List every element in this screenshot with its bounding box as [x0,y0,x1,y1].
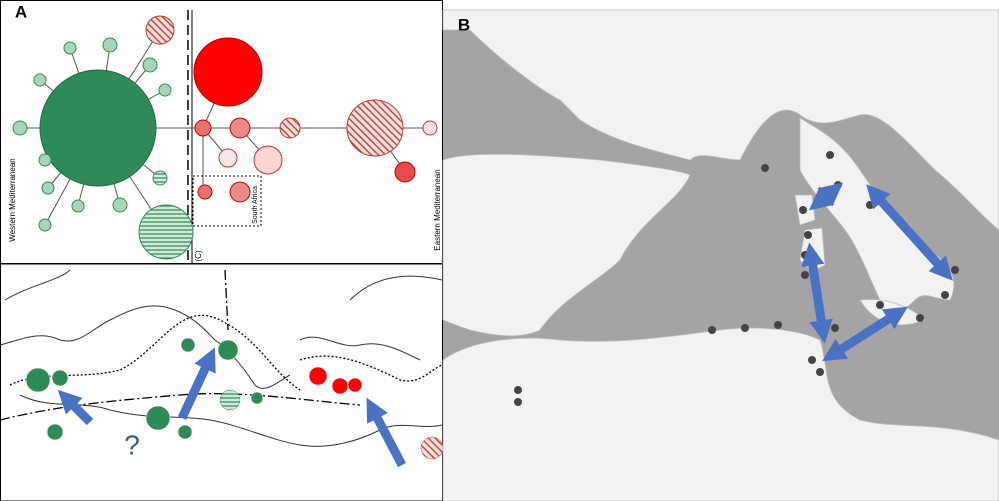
c-label: (C) [194,250,203,261]
west-label: Western Mediterranean [8,158,17,241]
panel-label: A [15,2,27,21]
panel-label: B [458,15,470,34]
unknown-marker: ? [124,429,140,460]
figure: A Western Mediterranean Eastern Mediterr… [0,0,999,501]
east-label: Eastern Mediterranean [433,169,442,250]
map-b: B [443,10,999,501]
distribution-map: ? [0,264,443,501]
network-panel: A Western Mediterranean Eastern Mediterr… [1,1,443,264]
south-label: South Africa [252,186,259,224]
